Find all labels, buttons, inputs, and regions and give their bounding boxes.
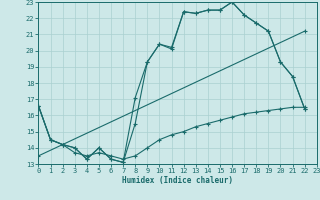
X-axis label: Humidex (Indice chaleur): Humidex (Indice chaleur) <box>122 176 233 185</box>
